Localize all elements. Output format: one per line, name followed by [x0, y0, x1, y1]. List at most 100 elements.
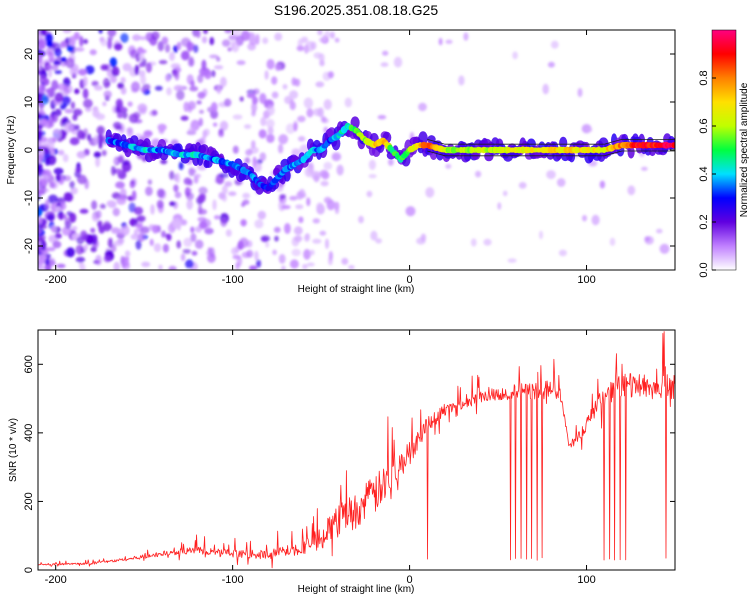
heatmap-cell: [445, 163, 452, 169]
heatmap-cell: [416, 237, 426, 245]
heatmap-cell: [366, 190, 373, 198]
heatmap-cell: [93, 134, 99, 146]
heatmap-cell: [304, 234, 310, 242]
heatmap-cell: [322, 34, 327, 42]
heatmap-cell: [147, 179, 153, 185]
heatmap-cell: [295, 204, 304, 210]
heatmap-cell: [502, 190, 508, 197]
heatmap-cell: [313, 174, 320, 183]
heatmap-cell: [475, 170, 482, 178]
heatmap-cell: [61, 57, 67, 62]
heatmap-cell: [60, 41, 66, 49]
heatmap-cell: [52, 128, 62, 140]
heatmap-cell: [121, 159, 131, 166]
heatmap-cell: [186, 41, 193, 53]
heatmap-cell: [38, 39, 46, 50]
heatmap-cell: [49, 182, 56, 189]
heatmap-cell: [316, 202, 324, 212]
heatmap-cell: [38, 113, 42, 118]
heatmap-cell: [152, 224, 159, 234]
heatmap-cell: [85, 107, 92, 112]
heatmap-cell: [111, 165, 116, 176]
heatmap-cell: [210, 102, 218, 113]
heatmap-cell: [304, 166, 314, 178]
heatmap-cell: [211, 70, 216, 78]
heatmap-cell: [255, 259, 262, 268]
heatmap-cell: [239, 96, 244, 102]
heatmap-cell: [38, 87, 44, 93]
heatmap-cell: [64, 84, 73, 94]
heatmap-cell: [49, 117, 55, 128]
x-tick-label: 100: [577, 274, 595, 286]
heatmap-cell: [254, 250, 259, 261]
heatmap-cell: [641, 166, 648, 171]
heatmap-cell: [251, 140, 256, 149]
snr-frame: [37, 329, 676, 571]
heatmap-cell: [124, 250, 131, 257]
heatmap-cell: [172, 69, 178, 78]
heatmap-cell: [156, 188, 165, 198]
heatmap-cell: [189, 169, 197, 174]
heatmap-cell: [368, 159, 376, 170]
heatmap-cell: [388, 158, 394, 166]
heatmap-cell: [183, 237, 193, 247]
heatmap-cell: [57, 149, 65, 156]
heatmap-cell: [73, 32, 80, 40]
heatmap-cell: [40, 240, 47, 251]
heatmap-cell: [296, 45, 305, 52]
heatmap-cell: [55, 173, 61, 182]
heatmap-cell: [331, 152, 342, 162]
heatmap-cell: [65, 57, 75, 69]
heatmap-cell: [100, 64, 109, 71]
heatmap-cell: [173, 173, 178, 182]
heatmap-cell: [98, 30, 103, 34]
heatmap-cell: [149, 238, 154, 246]
heatmap-cell: [188, 56, 194, 67]
colorbar-tick-label: 0.4: [698, 166, 710, 181]
heatmap-cell: [470, 238, 477, 247]
heatmap-cell: [38, 163, 43, 168]
heatmap-cell: [246, 93, 256, 99]
heatmap-cell: [47, 140, 55, 151]
heatmap-cell: [97, 134, 105, 144]
heatmap-cell: [279, 194, 287, 200]
heatmap-cell: [310, 41, 317, 50]
heatmap-cell: [180, 253, 186, 262]
heatmap-cell: [262, 37, 269, 44]
heatmap-cell: [82, 88, 89, 99]
heatmap-cell: [289, 195, 298, 201]
heatmap-cell: [289, 90, 299, 99]
heatmap-cell: [232, 114, 243, 120]
heatmap-cell: [297, 136, 306, 142]
heatmap-cell: [393, 56, 403, 68]
heatmap-cell: [556, 178, 566, 187]
snr-marks: [38, 331, 675, 569]
heatmap-cell: [118, 155, 124, 164]
heatmap-cell: [90, 246, 97, 253]
heatmap-cell: [196, 30, 201, 39]
heatmap-cell: [117, 237, 125, 244]
heatmap-cell: [336, 164, 344, 176]
heatmap-cell: [130, 180, 136, 185]
heatmap-cell: [213, 65, 224, 70]
heatmap-cell: [209, 54, 219, 59]
heatmap-cell: [53, 60, 60, 66]
spectrogram-y-axis-title: Frequency (Hz): [6, 116, 17, 185]
heatmap-cell: [267, 126, 274, 135]
heatmap-cell: [198, 208, 208, 215]
heatmap-cell: [285, 123, 295, 134]
heatmap-cell: [79, 35, 84, 47]
heatmap-cell: [95, 210, 102, 219]
heatmap-cell: [138, 70, 146, 77]
heatmap-cell: [463, 32, 469, 41]
heatmap-cell: [196, 100, 202, 105]
heatmap-cell: [239, 237, 249, 249]
heatmap-cell: [109, 57, 118, 68]
snr-series-line: [38, 331, 675, 569]
heatmap-cell: [110, 75, 117, 84]
heatmap-cell: [257, 210, 266, 220]
heatmap-cell: [85, 65, 95, 75]
heatmap-cell: [458, 75, 465, 86]
heatmap-cell: [587, 127, 593, 132]
